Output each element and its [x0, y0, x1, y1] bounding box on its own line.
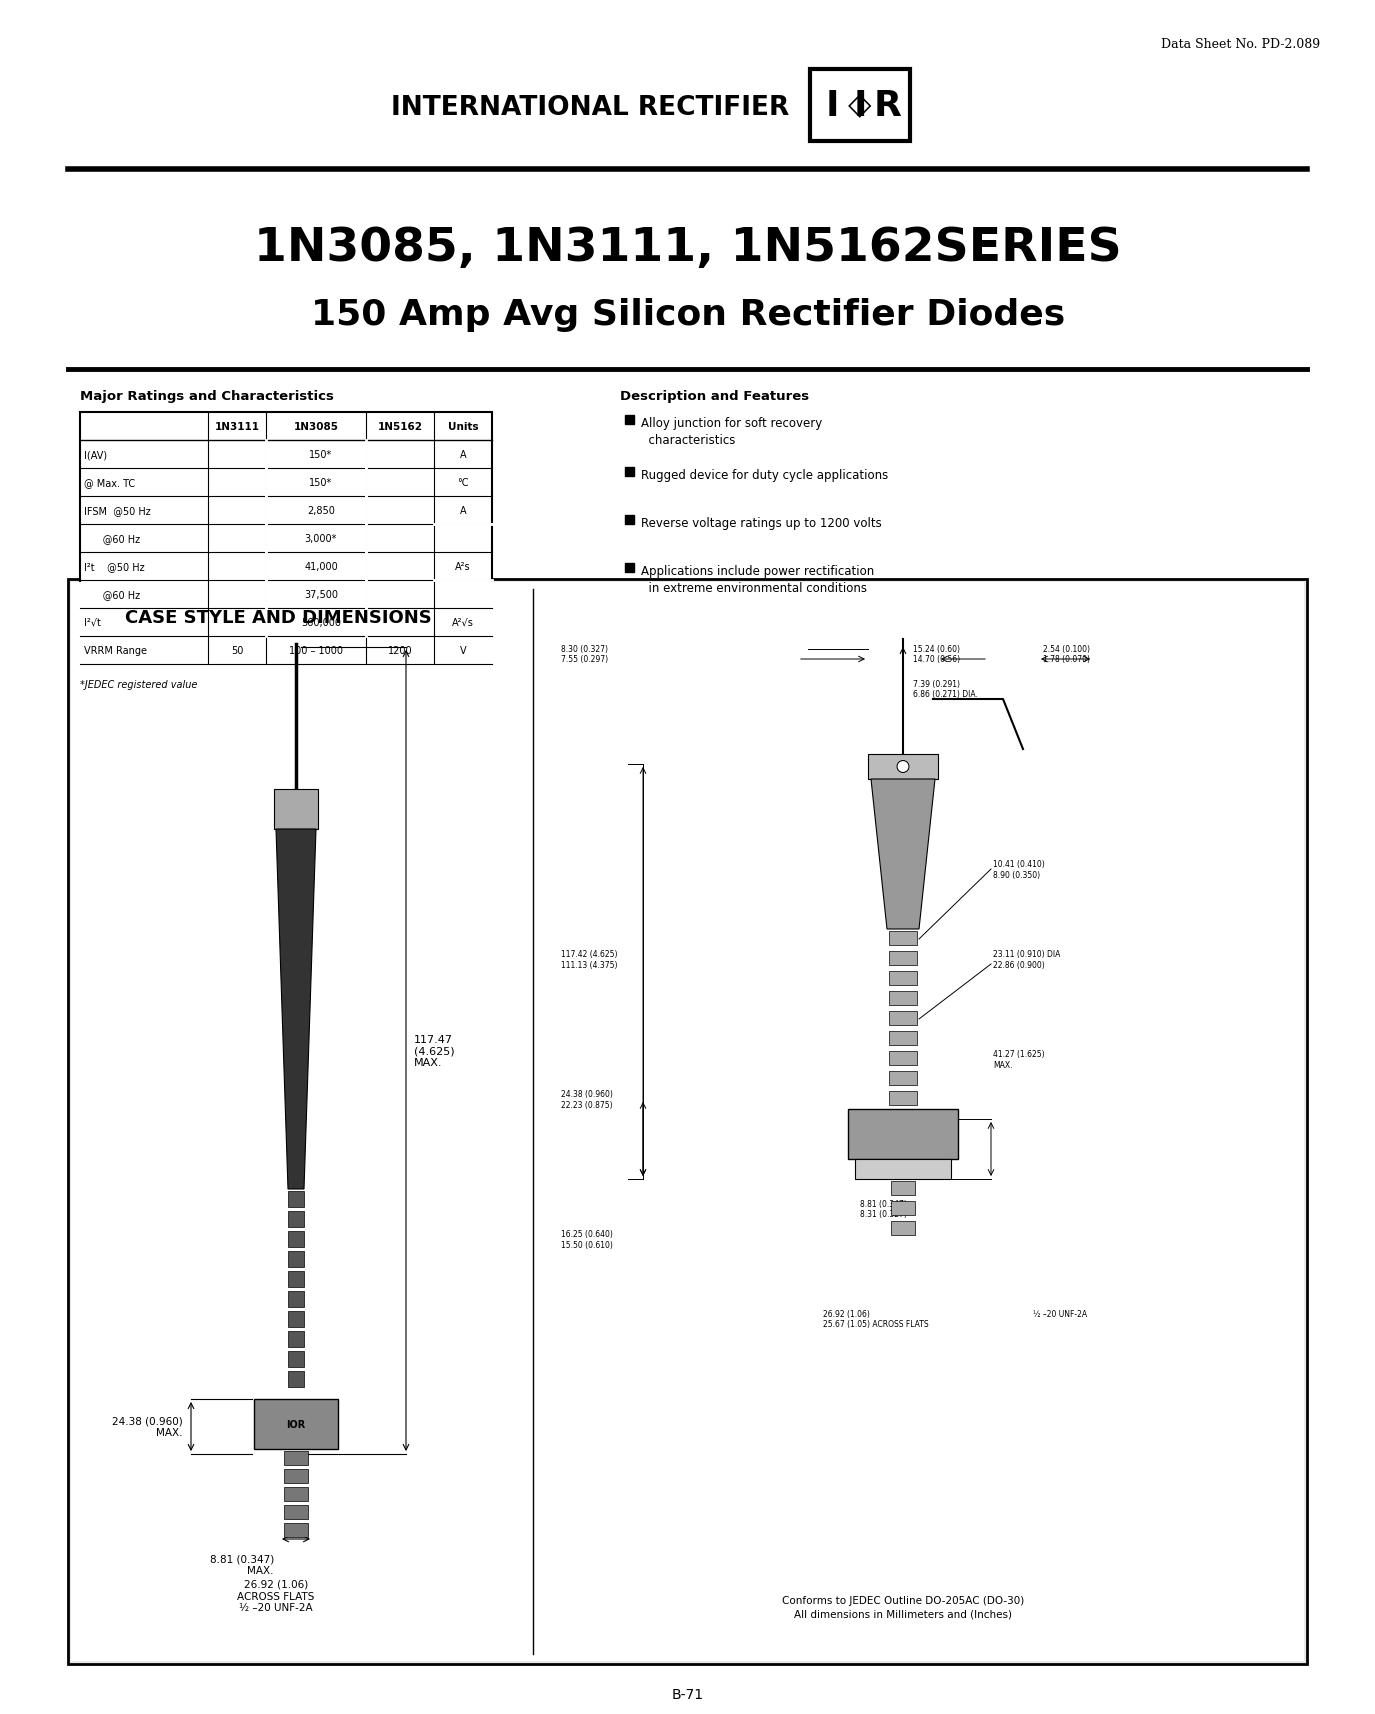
- Bar: [285, 1488, 308, 1501]
- Bar: [890, 931, 917, 946]
- Text: Major Ratings and Characteristics: Major Ratings and Characteristics: [80, 389, 334, 403]
- Bar: [626, 564, 634, 572]
- Bar: [868, 754, 938, 780]
- Text: Data Sheet No. PD-2.089: Data Sheet No. PD-2.089: [1160, 38, 1320, 51]
- Text: 1N5162: 1N5162: [378, 422, 422, 432]
- Text: 560,000: 560,000: [301, 617, 341, 627]
- Text: 100 – 1000: 100 – 1000: [289, 646, 342, 656]
- Text: CASE STYLE AND DIMENSIONS: CASE STYLE AND DIMENSIONS: [125, 608, 432, 627]
- Bar: [891, 1181, 914, 1195]
- Bar: [287, 1371, 304, 1387]
- Text: A²√s: A²√s: [452, 617, 474, 627]
- Bar: [285, 1452, 308, 1465]
- Bar: [890, 972, 917, 986]
- Text: @ Max. TC: @ Max. TC: [84, 478, 135, 488]
- Bar: [287, 1212, 304, 1227]
- Bar: [67, 579, 1308, 1664]
- Text: 24.38 (0.960)
22.23 (0.875): 24.38 (0.960) 22.23 (0.875): [561, 1090, 613, 1109]
- Bar: [890, 1051, 917, 1066]
- Text: 8.81 (0.347)
MAX.: 8.81 (0.347) MAX.: [210, 1553, 274, 1575]
- Bar: [287, 1351, 304, 1368]
- Text: B-71: B-71: [672, 1687, 704, 1700]
- Text: I: I: [854, 89, 866, 123]
- Text: Units: Units: [448, 422, 478, 432]
- Text: I²t    @50 Hz: I²t @50 Hz: [84, 562, 144, 572]
- Bar: [890, 1032, 917, 1046]
- Bar: [890, 991, 917, 1006]
- Bar: [890, 951, 917, 965]
- Bar: [287, 1311, 304, 1327]
- Text: 150 Amp Avg Silicon Rectifier Diodes: 150 Amp Avg Silicon Rectifier Diodes: [311, 298, 1066, 333]
- Bar: [287, 1251, 304, 1267]
- Bar: [80, 413, 492, 665]
- Text: @60 Hz: @60 Hz: [84, 533, 140, 543]
- Bar: [810, 70, 910, 142]
- Text: R: R: [874, 89, 902, 123]
- Text: 50: 50: [231, 646, 243, 656]
- Text: 8.30 (0.327)
7.55 (0.297): 8.30 (0.327) 7.55 (0.297): [561, 644, 608, 663]
- Polygon shape: [276, 830, 316, 1190]
- Text: Applications include power rectification
  in extreme environmental conditions: Applications include power rectification…: [641, 564, 874, 595]
- Bar: [855, 1159, 951, 1179]
- Text: A: A: [459, 506, 466, 516]
- Text: I²√t: I²√t: [84, 617, 100, 627]
- Text: 1200: 1200: [388, 646, 412, 656]
- Bar: [626, 417, 634, 425]
- Text: 16.25 (0.640)
15.50 (0.610): 16.25 (0.640) 15.50 (0.610): [561, 1229, 613, 1250]
- Text: 23.11 (0.910) DIA
22.86 (0.900): 23.11 (0.910) DIA 22.86 (0.900): [993, 950, 1060, 968]
- Polygon shape: [274, 790, 318, 830]
- Text: @60 Hz: @60 Hz: [84, 590, 140, 600]
- Text: Alloy junction for soft recovery
  characteristics: Alloy junction for soft recovery charact…: [641, 417, 822, 447]
- Bar: [891, 1202, 914, 1215]
- Text: I: I: [825, 89, 839, 123]
- Text: 26.92 (1.06)
ACROSS FLATS
½ –20 UNF-2A: 26.92 (1.06) ACROSS FLATS ½ –20 UNF-2A: [238, 1579, 315, 1613]
- Text: 10.41 (0.410)
8.90 (0.350): 10.41 (0.410) 8.90 (0.350): [993, 860, 1045, 879]
- Text: 117.42 (4.625)
111.13 (4.375): 117.42 (4.625) 111.13 (4.375): [561, 950, 617, 968]
- Text: IFSM  @50 Hz: IFSM @50 Hz: [84, 506, 151, 516]
- Text: 1N3085: 1N3085: [293, 422, 338, 432]
- Text: 2.54 (0.100)
1.78 (0.070): 2.54 (0.100) 1.78 (0.070): [1044, 644, 1090, 663]
- Text: ½ –20 UNF-2A: ½ –20 UNF-2A: [1033, 1309, 1088, 1318]
- Bar: [890, 1011, 917, 1025]
- Text: VRRM Range: VRRM Range: [84, 646, 147, 656]
- Text: 41,000: 41,000: [304, 562, 338, 572]
- Text: Conforms to JEDEC Outline DO-205AC (DO-30)
All dimensions in Millimeters and (In: Conforms to JEDEC Outline DO-205AC (DO-3…: [782, 1596, 1024, 1620]
- Bar: [285, 1505, 308, 1519]
- Text: 2,850: 2,850: [307, 506, 336, 516]
- Bar: [891, 1222, 914, 1236]
- Bar: [287, 1272, 304, 1287]
- Bar: [890, 1092, 917, 1106]
- Text: INTERNATIONAL RECTIFIER: INTERNATIONAL RECTIFIER: [390, 94, 789, 122]
- Text: 15.24 (0.60)
14.70 (0.56): 15.24 (0.60) 14.70 (0.56): [913, 644, 960, 663]
- Circle shape: [896, 761, 909, 773]
- Text: 150*: 150*: [309, 449, 333, 459]
- Text: 150*: 150*: [309, 478, 333, 488]
- Text: IOR: IOR: [286, 1419, 305, 1429]
- Bar: [848, 1109, 958, 1159]
- Bar: [285, 1469, 308, 1483]
- Text: 1N3085, 1N3111, 1N5162SERIES: 1N3085, 1N3111, 1N5162SERIES: [254, 225, 1122, 271]
- Bar: [72, 583, 1303, 1661]
- Text: 1N3111: 1N3111: [214, 422, 260, 432]
- Text: I(AV): I(AV): [84, 449, 107, 459]
- Text: 3,000*: 3,000*: [305, 533, 337, 543]
- Text: Reverse voltage ratings up to 1200 volts: Reverse voltage ratings up to 1200 volts: [641, 516, 881, 530]
- Bar: [254, 1399, 338, 1448]
- Bar: [890, 1071, 917, 1085]
- Text: Description and Features: Description and Features: [620, 389, 808, 403]
- Text: A: A: [459, 449, 466, 459]
- Polygon shape: [870, 780, 935, 929]
- Text: ◇: ◇: [848, 91, 872, 120]
- Text: °C: °C: [458, 478, 469, 488]
- Text: A²s: A²s: [455, 562, 470, 572]
- Text: Rugged device for duty cycle applications: Rugged device for duty cycle application…: [641, 468, 888, 482]
- Bar: [287, 1191, 304, 1207]
- Text: 7.39 (0.291)
6.86 (0.271) DIA.: 7.39 (0.291) 6.86 (0.271) DIA.: [913, 680, 978, 699]
- Bar: [287, 1291, 304, 1308]
- Bar: [626, 516, 634, 524]
- Bar: [287, 1231, 304, 1248]
- Bar: [285, 1524, 308, 1537]
- Bar: [626, 468, 634, 476]
- Text: 26.92 (1.06)
25.67 (1.05) ACROSS FLATS: 26.92 (1.06) 25.67 (1.05) ACROSS FLATS: [824, 1309, 928, 1328]
- Text: 41.27 (1.625)
MAX.: 41.27 (1.625) MAX.: [993, 1049, 1045, 1070]
